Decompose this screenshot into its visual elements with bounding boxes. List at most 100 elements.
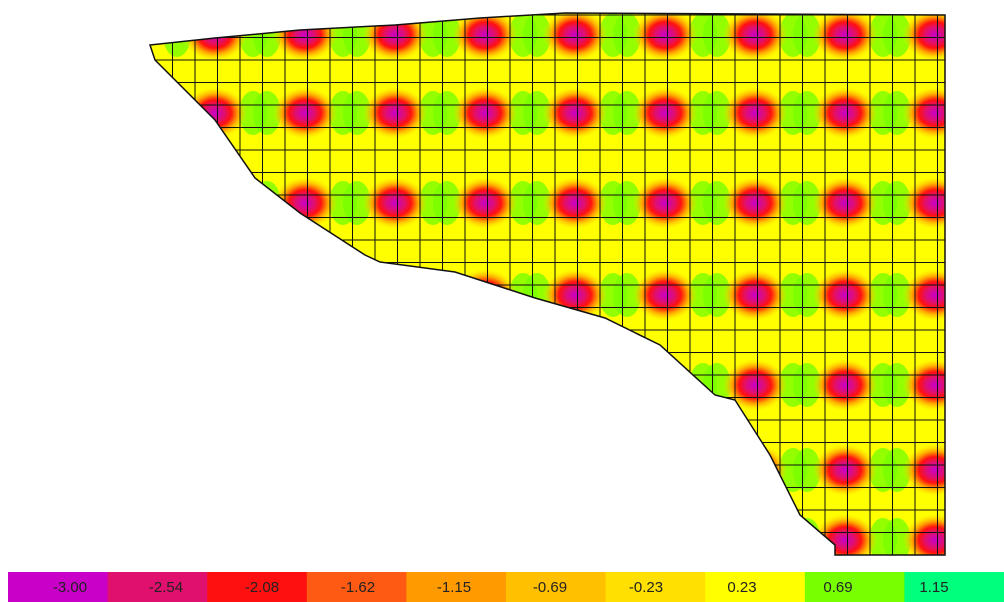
legend-label: -1.15 [437, 579, 471, 596]
mesh [140, 9, 987, 566]
low-zone [163, 448, 191, 492]
hot-spot [723, 87, 787, 139]
low-zone [163, 518, 191, 562]
low-zone [523, 363, 551, 407]
hot-spot [633, 514, 697, 566]
low-zone [329, 273, 357, 317]
hot-spot [273, 87, 337, 139]
low-zone [959, 518, 987, 562]
low-zone [433, 448, 461, 492]
low-zone [343, 273, 371, 317]
low-zone [253, 518, 281, 562]
legend-label: -0.23 [629, 579, 663, 596]
low-zone [959, 13, 987, 57]
hot-spot [813, 177, 877, 229]
low-zone [343, 518, 371, 562]
low-zone [163, 91, 191, 135]
low-zone [239, 181, 267, 225]
low-zone [253, 363, 281, 407]
low-zone [959, 273, 987, 317]
hot-spot [453, 87, 517, 139]
low-zone [599, 518, 627, 562]
legend-label: 0.69 [823, 579, 852, 596]
legend-swatch [805, 572, 905, 602]
low-zone [959, 91, 987, 135]
legend-label: 1.15 [919, 579, 948, 596]
hot-spot [453, 444, 517, 496]
page: {"legend": {"labels": ["-3.00", "-2.54",… [0, 0, 1004, 602]
contour-plot: -3.00-2.54-2.08-1.62-1.15-0.69-0.230.230… [0, 0, 1004, 602]
hot-spot [273, 9, 337, 61]
hot-spot [543, 359, 607, 411]
hot-spot [543, 177, 607, 229]
hot-spot [183, 87, 247, 139]
hot-spot [363, 87, 427, 139]
low-zone [689, 448, 717, 492]
hot-spot [273, 269, 337, 321]
low-zone [959, 181, 987, 225]
hot-spot [813, 444, 877, 496]
low-zone [433, 273, 461, 317]
low-zone [613, 518, 641, 562]
low-zone [959, 448, 987, 492]
hot-spot [903, 444, 967, 496]
hot-spot [633, 359, 697, 411]
low-zone [599, 448, 627, 492]
hot-spot [273, 359, 337, 411]
hot-spot [363, 269, 427, 321]
low-zone [419, 273, 447, 317]
hot-spot [723, 9, 787, 61]
low-zone [509, 518, 537, 562]
low-zone [433, 518, 461, 562]
hot-spot [273, 177, 337, 229]
legend-label: -2.08 [245, 579, 279, 596]
legend-label: -0.69 [533, 579, 567, 596]
hot-spot [813, 9, 877, 61]
hot-spot [903, 87, 967, 139]
low-zone [329, 518, 357, 562]
legend-label: -3.00 [53, 579, 87, 596]
low-zone [703, 448, 731, 492]
hot-spot [543, 87, 607, 139]
hot-spot [453, 514, 517, 566]
hot-spot [903, 269, 967, 321]
low-zone [703, 518, 731, 562]
low-zone [163, 363, 191, 407]
hot-spot [903, 9, 967, 61]
hot-spot [273, 514, 337, 566]
legend-label: 0.23 [727, 579, 756, 596]
hot-spot [363, 177, 427, 229]
hot-spot [183, 9, 247, 61]
hot-spot [633, 177, 697, 229]
hot-spot [453, 177, 517, 229]
hot-spot [813, 514, 877, 566]
hot-spot [723, 177, 787, 229]
hot-spot [453, 269, 517, 321]
hot-spot [633, 9, 697, 61]
low-zone [523, 448, 551, 492]
legend-label: -2.54 [149, 579, 183, 596]
low-zone [343, 363, 371, 407]
hot-spot [543, 444, 607, 496]
hot-spot [633, 269, 697, 321]
low-zone [509, 363, 537, 407]
hot-spot [363, 444, 427, 496]
low-zone [329, 363, 357, 407]
low-zone [163, 13, 191, 57]
low-zone [163, 273, 191, 317]
hot-spot [183, 444, 247, 496]
low-zone [433, 363, 461, 407]
low-zone [779, 518, 807, 562]
hot-spot [543, 514, 607, 566]
hot-spot [363, 514, 427, 566]
low-zone [599, 363, 627, 407]
hot-spot [723, 514, 787, 566]
low-zone [419, 363, 447, 407]
hot-spot [903, 514, 967, 566]
hot-spot [543, 9, 607, 61]
low-zone [613, 448, 641, 492]
hot-spot [363, 9, 427, 61]
low-zone [343, 448, 371, 492]
hot-spot [183, 359, 247, 411]
hot-spot [903, 177, 967, 229]
